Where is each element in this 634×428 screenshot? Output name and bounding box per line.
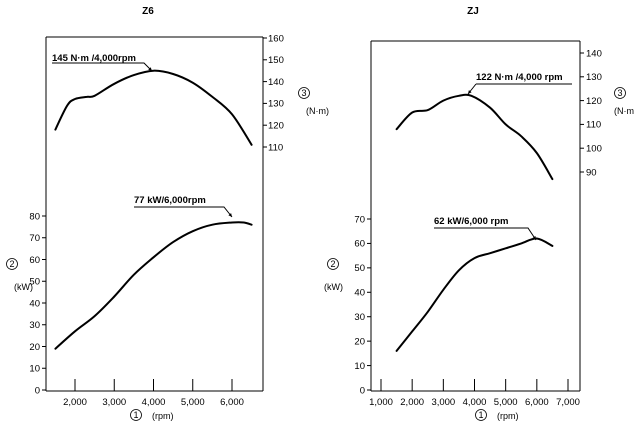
panel-2-x-axis-marker: 1 [478, 410, 483, 420]
panel-2-torque-curve [395, 93, 554, 181]
panel-1-torque-axis-marker-circle [298, 87, 310, 99]
panel-2-power-curve [395, 237, 554, 352]
panel-2-torque-tick-label: 100 [586, 144, 602, 155]
panel-1-torque-tick-label: 150 [268, 55, 284, 66]
panel-2-x-axis-unit: (rpm) [497, 411, 519, 421]
panel-1-x-tick-label: 4,000 [142, 397, 166, 408]
panel-1-torque-peak-arrowhead [148, 67, 152, 71]
panel-1-power-tick-label: 60 [29, 255, 40, 266]
panel-1-torque-peak-label: 145 N·m /4,000rpm [52, 53, 136, 64]
panel-2-x-tick-label: 5,000 [494, 397, 518, 408]
panel-1-power-peak-label: 77 kW/6,000rpm [134, 195, 206, 206]
panel-1-power-axis-marker-circle [6, 258, 18, 270]
panel-2-power-tick-label: 30 [354, 312, 365, 323]
panel-1-power-axis-marker: 2 [9, 259, 14, 269]
panel-2-x-tick-label: 4,000 [463, 397, 487, 408]
panel-2-power-axis-unit: (kW) [324, 282, 343, 292]
panel-2-power-tick-label: 20 [354, 336, 365, 347]
panel-2-power-peak-arrowhead [532, 236, 536, 240]
panel-1-power-tick-label: 70 [29, 233, 40, 244]
panel-2-x-tick-label: 2,000 [400, 397, 424, 408]
panel-1-power-curve [54, 221, 253, 350]
panel-2-torque-tick-label: 90 [586, 167, 597, 178]
panel-1-x-tick-label: 2,000 [63, 397, 87, 408]
panel-2-power-tick-label: 70 [354, 214, 365, 225]
panel-1-x-tick-label: 6,000 [220, 397, 244, 408]
panel-1-x-tick-label: 5,000 [181, 397, 205, 408]
panel-2-torque-axis-unit: (N·m) [614, 106, 634, 116]
panel-2-power-tick-label: 40 [354, 288, 365, 299]
panel-2-x-tick-label: 3,000 [431, 397, 455, 408]
panel-1-power-axis-unit: (kW) [14, 282, 33, 292]
panel-1-x-axis-marker-circle [130, 409, 142, 421]
panel-1-torque-peak-leader [52, 62, 153, 72]
panel-2-power-peak-leader [434, 227, 537, 241]
panel-2-x-axis-marker-circle [475, 409, 487, 421]
panel-2-power-axis-marker-circle [327, 258, 339, 270]
panel-1-x-tick-label: 3,000 [102, 397, 126, 408]
panel-1-torque-tick-label: 120 [268, 121, 284, 132]
panel-1-power-peak-leader [134, 206, 233, 218]
panel-2-torque-axis-marker-circle [614, 87, 626, 99]
panel-2-power-tick-label: 50 [354, 263, 365, 274]
panel-1-power-tick-label: 30 [29, 320, 40, 331]
panel-2-power-tick-label: 10 [354, 361, 365, 372]
panel-2-torque-axis-marker: 3 [617, 88, 622, 98]
panel-2-x-tick-label: 7,000 [556, 397, 580, 408]
panel-2-title: ZJ [467, 6, 479, 17]
panel-1-power-tick-label: 40 [29, 298, 40, 309]
panel-1-power-peak-arrowhead [228, 213, 232, 217]
panel-2-torque-peak-arrowhead [468, 90, 472, 94]
panel-2-torque-tick-label: 130 [586, 72, 602, 83]
panel-2-x-tick-label: 6,000 [525, 397, 549, 408]
panel-2-power-tick-label: 60 [354, 239, 365, 250]
panel-1-torque-curve [54, 69, 253, 146]
panel-1-torque-axis-marker: 3 [301, 88, 306, 98]
panel-1-power-tick-label: 50 [29, 277, 40, 288]
panel-1-torque-axis-unit: (N·m) [306, 106, 329, 116]
panel-1-torque-tick-label: 110 [268, 142, 283, 153]
panel-1-x-axis-marker: 1 [133, 410, 138, 420]
panel-2-power-axis-marker: 2 [330, 259, 335, 269]
panel-1-power-tick-label: 10 [29, 364, 40, 375]
panel-1-torque-tick-label: 130 [268, 99, 284, 110]
panel-2-x-tick-label: 1,000 [369, 397, 393, 408]
panel-1-power-tick-label: 80 [29, 211, 40, 222]
panel-2-torque-tick-label: 110 [586, 120, 601, 131]
panel-2-torque-tick-label: 120 [586, 96, 602, 107]
panel-1-title: Z6 [142, 6, 154, 17]
panel-2-torque-tick-label: 140 [586, 48, 602, 59]
panel-1-power-tick-label: 20 [29, 342, 40, 353]
panel-1-torque-tick-label: 140 [268, 77, 284, 88]
panel-2-power-tick-label: 0 [360, 385, 365, 396]
panel-1-x-axis-unit: (rpm) [152, 411, 174, 421]
panel-2-torque-peak-label: 122 N·m /4,000 rpm [476, 72, 563, 83]
panel-1-torque-tick-label: 160 [268, 33, 284, 44]
panel-1-power-tick-label: 0 [35, 385, 40, 396]
panel-2-power-peak-label: 62 kW/6,000 rpm [434, 216, 508, 227]
